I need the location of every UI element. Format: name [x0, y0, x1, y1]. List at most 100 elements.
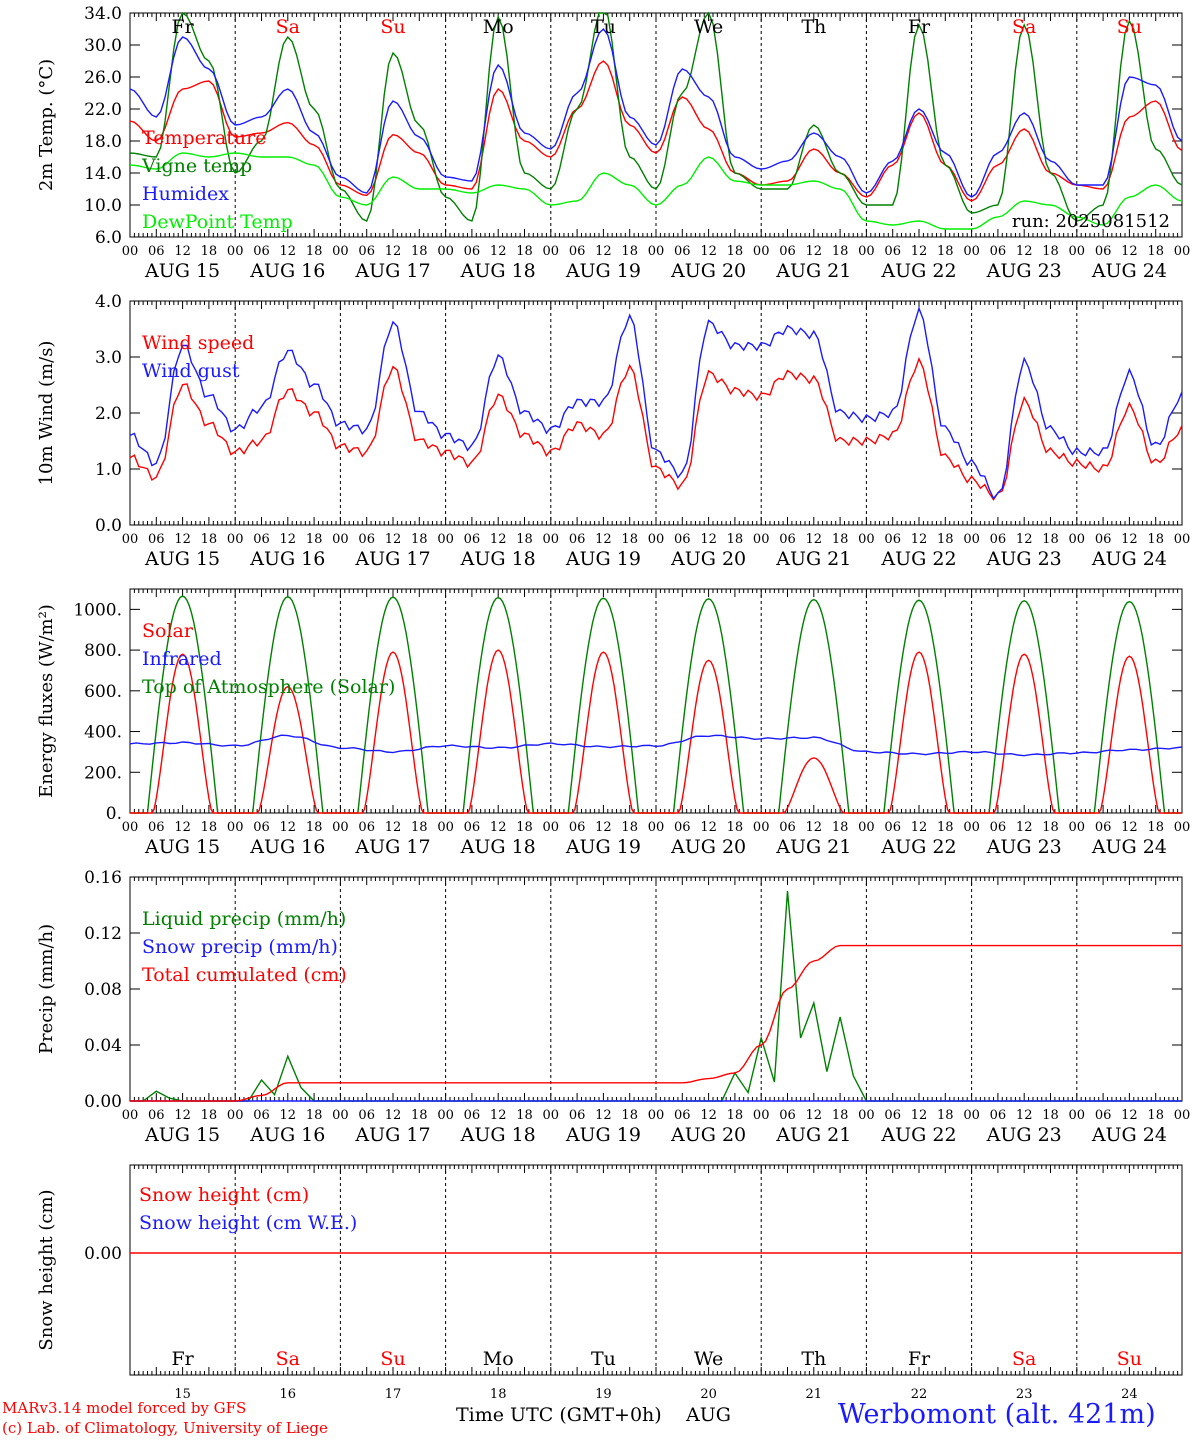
date-label: AUG 24: [1091, 1124, 1167, 1146]
hour-tick-label: 18: [621, 532, 638, 547]
hour-tick-label: 12: [700, 532, 717, 547]
hour-tick-label: 00: [227, 532, 244, 547]
date-label: AUG 19: [565, 548, 641, 570]
y-tick-label: 10.0: [84, 196, 122, 216]
hour-tick-label: 18: [306, 820, 323, 835]
legend-entry: Snow height (cm): [139, 1184, 309, 1206]
hour-tick-label: 18: [937, 1108, 954, 1123]
location-title: Werbomont (alt. 421m): [838, 1399, 1156, 1430]
hour-tick-label: 12: [1121, 532, 1138, 547]
hour-tick-label: 06: [990, 820, 1007, 835]
y-tick-label: 0.04: [84, 1036, 122, 1056]
hour-tick-label: 12: [174, 532, 191, 547]
legend-entry: Wind gust: [142, 360, 240, 382]
date-label: AUG 17: [354, 260, 430, 282]
hour-tick-label: 00: [648, 532, 665, 547]
y-tick-label: 2.0: [95, 404, 122, 424]
day-number-label: 18: [490, 1387, 507, 1402]
hour-tick-label: 00: [963, 244, 980, 259]
date-label: AUG 22: [880, 836, 956, 858]
legend-entry: Snow height (cm W.E.): [139, 1212, 357, 1234]
solar-line: [130, 649, 1182, 814]
hour-tick-label: 00: [332, 532, 349, 547]
hour-tick-label: 12: [1016, 532, 1033, 547]
date-label: AUG 23: [986, 548, 1062, 570]
hour-tick-label: 12: [174, 1108, 191, 1123]
date-label: AUG 16: [249, 260, 325, 282]
date-label: AUG 16: [249, 1124, 325, 1146]
hour-tick-label: 06: [464, 820, 481, 835]
hour-tick-label: 06: [884, 1108, 901, 1123]
weekday-label: Fr: [171, 16, 194, 38]
date-label: AUG 19: [565, 260, 641, 282]
day-number-label: 20: [700, 1387, 717, 1402]
hour-tick-label: 12: [280, 532, 297, 547]
hour-tick-label: 12: [595, 244, 612, 259]
hour-tick-label: 00: [963, 532, 980, 547]
hour-tick-label: 18: [201, 532, 218, 547]
hour-tick-label: 18: [516, 532, 533, 547]
weekday-label: Sa: [1012, 16, 1036, 38]
hour-tick-label: 18: [832, 244, 849, 259]
panel-temperature: 6.0 10.0 14.0 18.0 22.0 26.0 30.0 34.0 2m Temp. …: [36, 4, 1190, 282]
hour-tick-label: 00: [332, 1108, 349, 1123]
hour-tick-label: 06: [1095, 1108, 1112, 1123]
hour-tick-label: 06: [990, 532, 1007, 547]
hour-tick-label: 12: [490, 820, 507, 835]
hour-tick-label: 18: [411, 820, 428, 835]
date-label: AUG 24: [1091, 260, 1167, 282]
weekday-label: We: [694, 16, 723, 38]
date-label: AUG 20: [670, 260, 746, 282]
hour-tick-label: 18: [621, 244, 638, 259]
date-label: AUG 16: [249, 548, 325, 570]
hour-tick-label: 00: [122, 244, 139, 259]
hour-tick-label: 06: [253, 244, 270, 259]
hour-tick-label: 00: [753, 532, 770, 547]
y-tick-label: 22.0: [84, 100, 122, 120]
run-label: run: 2025081512: [1012, 211, 1170, 232]
hour-tick-label: 06: [674, 532, 691, 547]
day-number-label: 23: [1016, 1387, 1033, 1402]
legend-entry: DewPoint Temp: [142, 211, 293, 233]
date-label: AUG 15: [144, 260, 220, 282]
hour-tick-label: 12: [385, 244, 402, 259]
hour-tick-label: 00: [858, 1108, 875, 1123]
hour-tick-label: 18: [1147, 244, 1164, 259]
hour-tick-label: 12: [174, 244, 191, 259]
date-label: AUG 15: [144, 548, 220, 570]
weekday-label: Tu: [591, 1348, 616, 1370]
hour-tick-label: 00: [963, 820, 980, 835]
hour-tick-label: 00: [1174, 820, 1191, 835]
hour-tick-label: 12: [1016, 820, 1033, 835]
hour-tick-label: 06: [253, 1108, 270, 1123]
hour-tick-label: 06: [358, 1108, 375, 1123]
date-label: AUG 17: [354, 1124, 430, 1146]
hour-tick-label: 00: [437, 244, 454, 259]
hour-tick-label: 12: [490, 1108, 507, 1123]
hour-tick-label: 18: [1042, 1108, 1059, 1123]
hour-tick-label: 12: [700, 244, 717, 259]
hour-tick-label: 18: [1042, 532, 1059, 547]
hour-tick-label: 18: [201, 1108, 218, 1123]
date-label: AUG 19: [565, 1124, 641, 1146]
y-tick-label: 6.0: [95, 228, 122, 248]
hour-tick-label: 12: [280, 1108, 297, 1123]
hour-tick-label: 00: [648, 820, 665, 835]
hour-tick-label: 12: [280, 820, 297, 835]
y-axis-label: Energy fluxes (W/m²): [36, 604, 57, 798]
hour-tick-label: 18: [1147, 532, 1164, 547]
hour-tick-label: 06: [358, 244, 375, 259]
hour-tick-label: 18: [411, 532, 428, 547]
wind-series-line: [129, 356, 1183, 501]
hour-tick-label: 06: [148, 244, 165, 259]
date-label: AUG 18: [460, 836, 536, 858]
legend-entry: Solar: [142, 620, 194, 642]
hour-tick-label: 12: [385, 532, 402, 547]
hour-tick-label: 18: [516, 820, 533, 835]
hour-tick-label: 00: [543, 244, 560, 259]
hour-tick-label: 00: [858, 820, 875, 835]
day-number-label: 17: [385, 1387, 402, 1402]
hour-tick-label: 00: [543, 820, 560, 835]
day-number-label: 19: [595, 1387, 612, 1402]
